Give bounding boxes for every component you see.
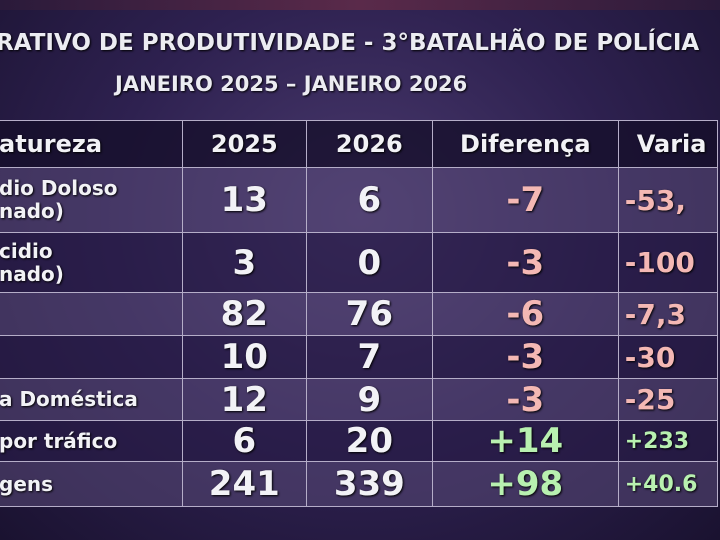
value-2025: 13 — [181, 167, 307, 233]
difference: +98 — [431, 461, 619, 507]
header-diferenca: Diferença — [431, 120, 619, 168]
subtitle-text: JANEIRO 2025 – JANEIRO 2026 — [115, 72, 468, 96]
table-row: cidio nado) 3 0 -3 -100 — [0, 232, 719, 293]
row-label: gens — [0, 461, 183, 507]
table-row: 82 76 -6 -7,3 — [0, 292, 719, 336]
table-row: por tráfico 6 20 +14 +233 — [0, 420, 719, 462]
row-label-line1: cidio — [0, 238, 53, 263]
difference: -3 — [431, 232, 619, 293]
row-label-line1: gens — [0, 471, 54, 496]
value-2026: 9 — [305, 378, 433, 421]
variation: -53, — [617, 167, 719, 233]
header-2026: 2026 — [305, 120, 433, 168]
row-label: dio Doloso nado) — [0, 167, 183, 233]
row-label-line2: nado) — [0, 261, 64, 286]
variation: +233 — [617, 420, 719, 462]
value-2025: 12 — [181, 378, 307, 421]
difference: -3 — [431, 335, 619, 379]
value-2025: 3 — [181, 232, 307, 293]
row-label-line1: por tráfico — [0, 428, 118, 453]
row-label — [0, 292, 183, 336]
value-2026: 20 — [305, 420, 433, 462]
row-label — [0, 335, 183, 379]
productivity-table: atureza 2025 2026 Diferença Varia dio Do… — [0, 120, 719, 507]
row-label: por tráfico — [0, 420, 183, 462]
value-2025: 10 — [181, 335, 307, 379]
variation: -25 — [617, 378, 719, 421]
value-2025: 6 — [181, 420, 307, 462]
variation: +40.6 — [617, 461, 719, 507]
table-row: 10 7 -3 -30 — [0, 335, 719, 379]
difference: -7 — [431, 167, 619, 233]
table-row: a Doméstica 12 9 -3 -25 — [0, 378, 719, 421]
header-2025: 2025 — [181, 120, 307, 168]
table-row: dio Doloso nado) 13 6 -7 -53, — [0, 167, 719, 233]
variation: -100 — [617, 232, 719, 293]
header-natureza: atureza — [0, 120, 183, 168]
table-row: gens 241 339 +98 +40.6 — [0, 461, 719, 507]
row-label: a Doméstica — [0, 378, 183, 421]
header-variacao: Varia — [617, 120, 719, 168]
header-row: atureza 2025 2026 Diferença Varia — [0, 120, 719, 168]
value-2026: 0 — [305, 232, 433, 293]
title-text: RATIVO DE PRODUTIVIDADE - 3°BATALHÃO DE … — [0, 30, 700, 56]
difference: -6 — [431, 292, 619, 336]
value-2026: 6 — [305, 167, 433, 233]
value-2025: 241 — [181, 461, 307, 507]
difference: -3 — [431, 378, 619, 421]
value-2026: 339 — [305, 461, 433, 507]
row-label: cidio nado) — [0, 232, 183, 293]
value-2025: 82 — [181, 292, 307, 336]
value-2026: 7 — [305, 335, 433, 379]
variation: -7,3 — [617, 292, 719, 336]
difference: +14 — [431, 420, 619, 462]
row-label-line2: nado) — [0, 199, 64, 223]
row-label-line1: a Doméstica — [0, 387, 138, 411]
top-banner — [0, 0, 720, 10]
variation: -30 — [617, 335, 719, 379]
value-2026: 76 — [305, 292, 433, 336]
row-label-line1: dio Doloso — [0, 176, 118, 200]
